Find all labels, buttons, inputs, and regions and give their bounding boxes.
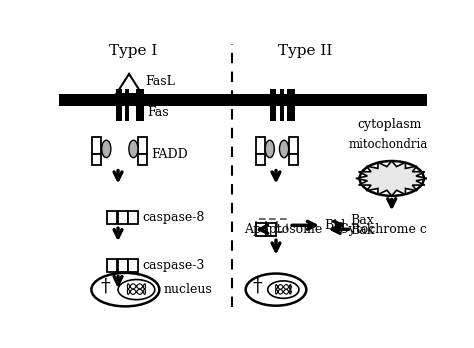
Text: caspase-8: caspase-8 (142, 211, 205, 224)
Bar (256, 223, 266, 236)
Text: Cytochrome c: Cytochrome c (338, 223, 427, 236)
Polygon shape (356, 161, 428, 196)
Ellipse shape (102, 140, 111, 158)
Text: nucleus: nucleus (164, 283, 213, 296)
Text: Type II: Type II (278, 44, 333, 58)
Bar (138, 137, 147, 154)
Text: Type I: Type I (109, 44, 157, 58)
Bar (137, 89, 145, 121)
Bar (289, 154, 298, 165)
Bar (277, 219, 287, 232)
Bar (266, 219, 276, 232)
Ellipse shape (268, 281, 299, 298)
Polygon shape (116, 74, 142, 94)
Text: Bak: Bak (350, 224, 374, 237)
Text: FasL: FasL (146, 76, 175, 88)
Ellipse shape (118, 279, 155, 300)
Text: Apoptosome: Apoptosome (244, 223, 322, 236)
Bar (271, 89, 276, 121)
Text: cytoplasm: cytoplasm (358, 118, 422, 131)
Text: Bid: Bid (325, 219, 346, 232)
Bar (281, 89, 284, 121)
Bar (116, 89, 122, 121)
Ellipse shape (91, 273, 159, 306)
Text: mitochondria: mitochondria (348, 139, 428, 151)
Bar (92, 154, 101, 165)
Text: †: † (100, 278, 110, 296)
Text: Bax: Bax (350, 214, 374, 227)
Bar (256, 154, 265, 165)
Bar (287, 89, 295, 121)
Bar (125, 89, 129, 121)
Bar (266, 223, 276, 236)
Ellipse shape (280, 140, 289, 158)
Ellipse shape (129, 140, 138, 158)
Text: Fas: Fas (147, 106, 169, 119)
Bar (138, 154, 147, 165)
Ellipse shape (360, 161, 424, 196)
Bar (59, 94, 427, 106)
Bar (118, 259, 128, 272)
Bar (128, 211, 138, 224)
Bar (128, 259, 138, 272)
Bar (256, 219, 266, 232)
Text: FADD: FADD (151, 148, 188, 161)
Bar (118, 211, 128, 224)
Bar (107, 259, 117, 272)
Ellipse shape (246, 274, 306, 306)
Bar (256, 137, 265, 154)
Bar (92, 137, 101, 154)
Ellipse shape (265, 140, 274, 158)
Text: †: † (253, 278, 263, 296)
Bar (107, 211, 117, 224)
Bar (289, 137, 298, 154)
Text: caspase-3: caspase-3 (142, 259, 205, 272)
